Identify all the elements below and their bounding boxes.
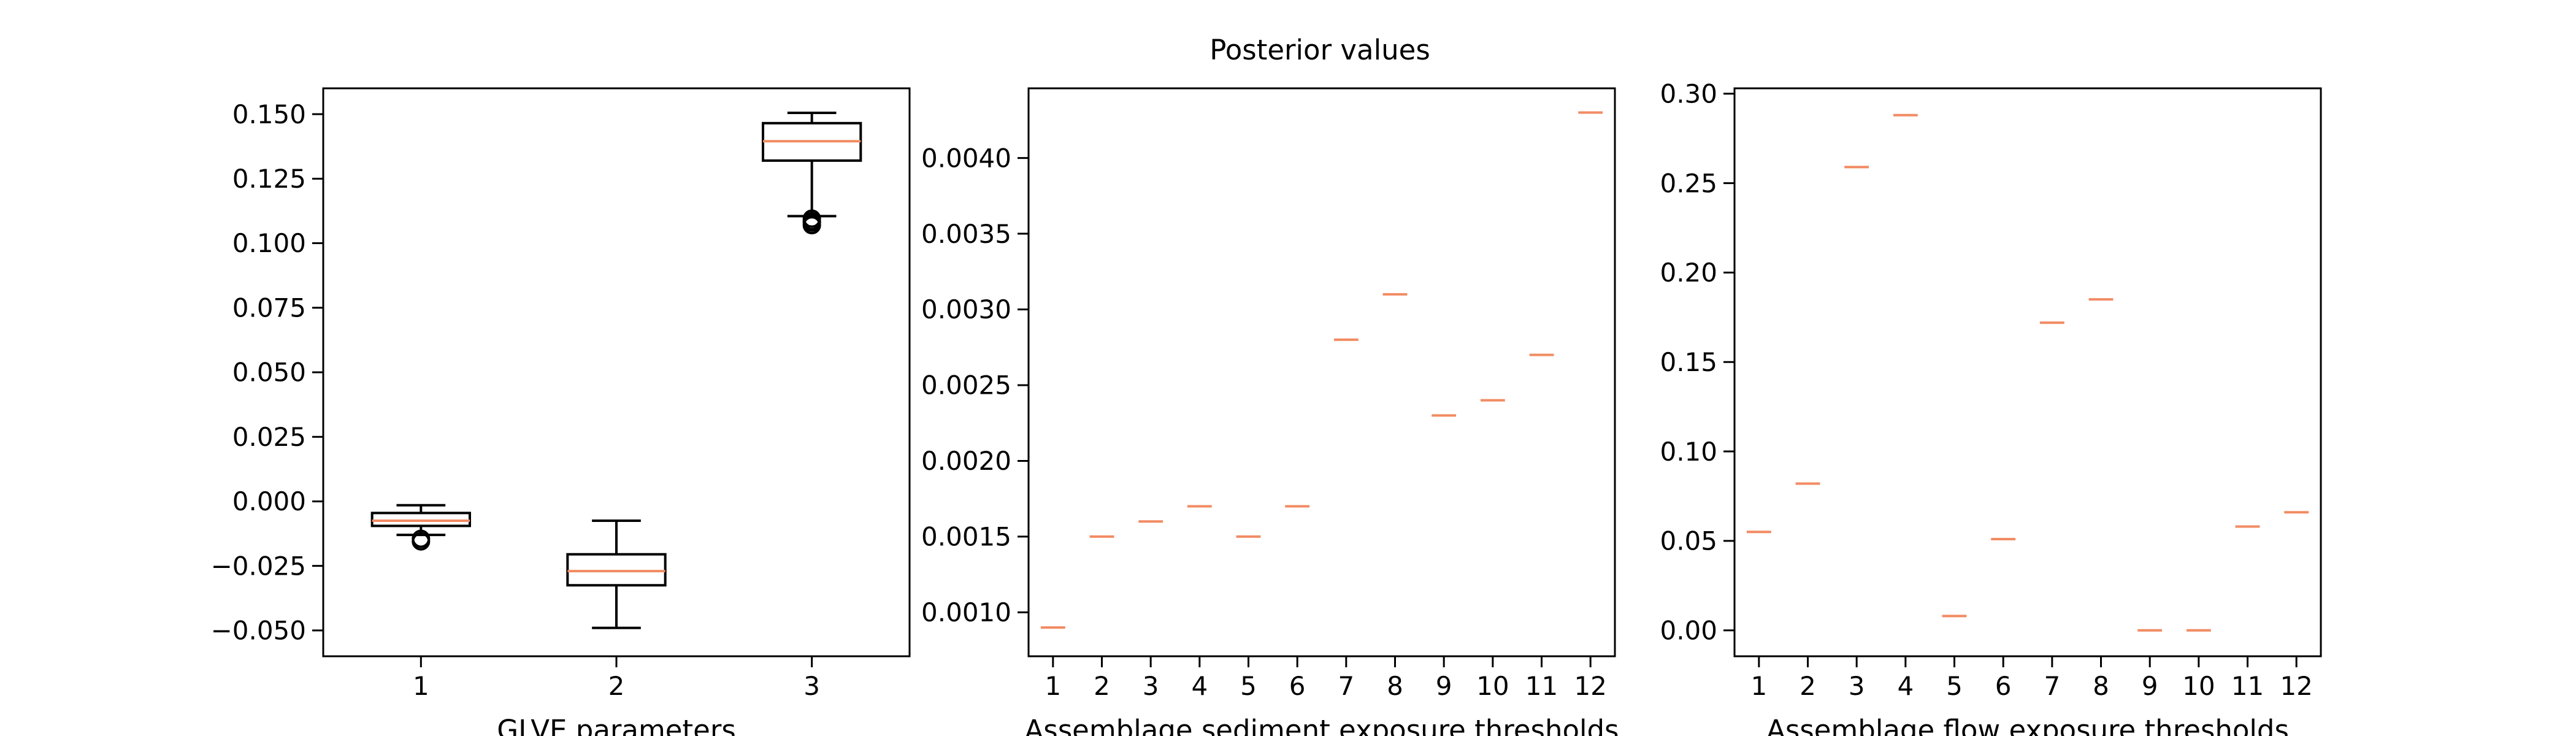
y-tick-label: 0.025: [232, 422, 306, 452]
axes-frame: [1733, 87, 2322, 657]
x-axis-label: Assemblage flow exposure thresholds: [1766, 714, 2289, 736]
outlier-point: [802, 216, 821, 235]
panel-sediment-thresholds: 0.0010 0.0015 0.0020 0.0025 0.0030 0.0035 0.00…: [921, 87, 1619, 736]
outlier-point: [412, 532, 431, 551]
x-tick-label: 8: [2093, 671, 2109, 701]
y-tick-label: 0.0025: [921, 370, 1011, 401]
y-tick-label: 0.0035: [921, 219, 1011, 249]
x-tick-label: 5: [1240, 671, 1257, 701]
y-tick-label: 0.00: [1660, 615, 1717, 645]
x-tick-label: 2: [1800, 671, 1816, 701]
x-tick-label: 8: [1387, 671, 1403, 701]
x-tick-label: 9: [2142, 671, 2158, 701]
panel-flow-thresholds: 0.000.050.100.150.200.250.301 2 3 4 5 6 7 8 9 10 1…: [1660, 79, 2322, 736]
y-tick-label: 0.30: [1660, 79, 1717, 109]
y-tick-label: −0.050: [211, 616, 306, 646]
x-tick-label: 11: [2231, 671, 2264, 701]
y-tick-label: 0.150: [232, 99, 306, 129]
y-tick-label: 0.05: [1660, 526, 1717, 556]
y-tick-label: 0.0020: [921, 446, 1011, 476]
x-tick-label: 10: [2182, 671, 2215, 701]
y-tick-label: 0.075: [232, 293, 306, 323]
y-tick-label: 0.20: [1660, 258, 1717, 288]
x-tick-label: 4: [1191, 671, 1208, 701]
y-tick-label: 0.000: [232, 486, 306, 516]
y-tick-label: 0.25: [1660, 168, 1717, 198]
x-axis-label: GLVE parameters: [497, 714, 736, 736]
box-iqr: [566, 553, 667, 587]
x-tick-label: 3: [1143, 671, 1159, 701]
box-iqr: [370, 512, 472, 527]
x-tick-label: 12: [2280, 671, 2312, 701]
x-tick-label: 12: [1574, 671, 1606, 701]
y-tick-label: 0.050: [232, 358, 306, 388]
y-tick-label: −0.025: [211, 551, 306, 581]
y-tick-label: 0.15: [1660, 347, 1717, 377]
x-tick-label: 11: [1525, 671, 1558, 701]
x-tick-label: 3: [1849, 671, 1865, 701]
x-tick-label: 9: [1436, 671, 1452, 701]
axes-frame: [1027, 87, 1616, 657]
y-tick-label: 0.10: [1660, 437, 1717, 467]
y-tick-label: 0.0010: [921, 597, 1011, 627]
x-axis-label: Assemblage sediment exposure thresholds: [1024, 714, 1619, 736]
x-tick-label: 7: [2044, 671, 2060, 701]
x-tick-label: 7: [1338, 671, 1354, 701]
x-tick-label: 1: [413, 671, 429, 701]
x-tick-label: 5: [1946, 671, 1963, 701]
x-tick-label: 2: [1094, 671, 1110, 701]
figure-title: Posterior values: [1209, 34, 1430, 66]
x-tick-label: 3: [803, 671, 820, 701]
y-tick-label: 0.100: [232, 228, 306, 258]
x-tick-label: 1: [1750, 671, 1767, 701]
x-tick-label: 6: [1289, 671, 1306, 701]
panel-glve-parameters: −0.050 −0.025 0.000 0.025 0.050 0.075 0.100 0.1…: [211, 87, 911, 736]
y-tick-label: 0.0030: [921, 294, 1011, 324]
x-tick-label: 4: [1897, 671, 1914, 701]
y-tick-label: 0.125: [232, 164, 306, 194]
x-tick-label: 6: [1995, 671, 2012, 701]
x-tick-label: 1: [1045, 671, 1061, 701]
y-tick-label: 0.0040: [921, 143, 1011, 173]
x-tick-label: 2: [608, 671, 625, 701]
x-tick-label: 10: [1476, 671, 1509, 701]
y-tick-label: 0.0015: [921, 522, 1011, 552]
